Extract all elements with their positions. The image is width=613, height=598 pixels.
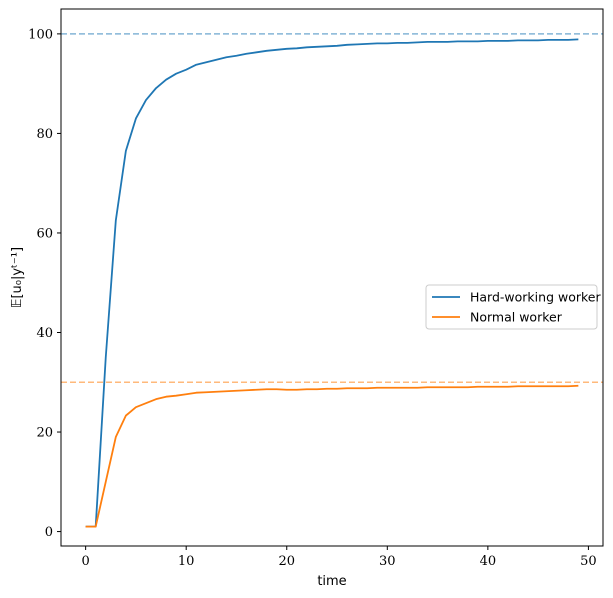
y-axis-label: 𝔼[u₀|yᵗ⁻¹] xyxy=(10,247,25,308)
y-tick-label: 60 xyxy=(36,226,53,241)
y-tick-label: 0 xyxy=(45,525,53,540)
legend: Hard-working worker Normal worker xyxy=(425,284,601,330)
x-tick-label: 50 xyxy=(580,554,597,569)
y-tick-label: 100 xyxy=(28,27,53,42)
series-line-0 xyxy=(85,38,579,528)
x-tick-label: 30 xyxy=(379,554,396,569)
legend-label-0: Hard-working worker xyxy=(470,290,601,305)
legend-box xyxy=(425,284,598,330)
x-tick-label: 10 xyxy=(178,554,195,569)
y-tick-label: 80 xyxy=(36,127,53,142)
y-axis: 0 20 40 60 80 100 xyxy=(28,27,61,540)
x-tick-label: 40 xyxy=(480,554,497,569)
x-axis-label: time xyxy=(317,574,346,589)
y-tick-label: 40 xyxy=(36,326,53,341)
legend-label-1: Normal worker xyxy=(470,310,563,325)
axes-frame xyxy=(60,8,604,547)
plot-area xyxy=(61,33,603,528)
y-tick-label: 20 xyxy=(36,426,53,441)
series-line-1 xyxy=(85,384,579,528)
x-tick-label: 20 xyxy=(278,554,295,569)
x-tick-label: 0 xyxy=(81,554,89,569)
x-axis: 0 10 20 30 40 50 xyxy=(81,546,597,569)
